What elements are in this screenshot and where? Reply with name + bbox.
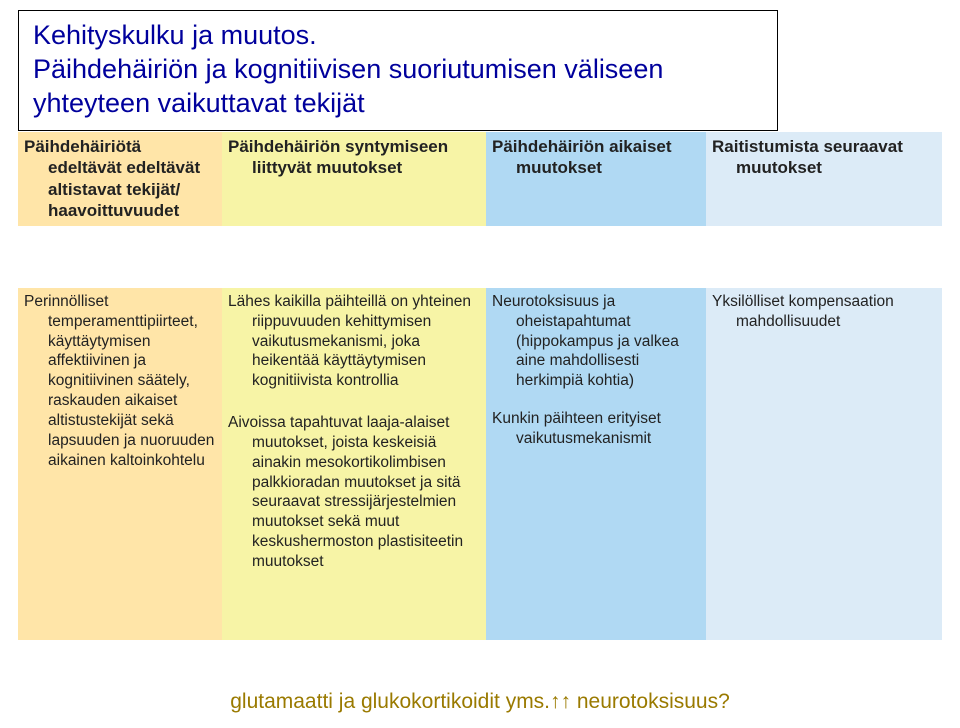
col2-header-cell: Päihdehäiriön syntymiseen liittyvät muut…	[222, 132, 486, 226]
col3-header-cell: Päihdehäiriön aikaiset muutokset	[486, 132, 706, 226]
title-box: Kehityskulku ja muutos. Päihdehäiriön ja…	[18, 10, 778, 131]
col4-header-text: Raitistumista seuraavat muutokset	[712, 136, 936, 179]
col2-body-p1: Lähes kaikilla päihteillä on yhteinen ri…	[228, 292, 480, 391]
col4-body-p1: Yksilölliset kompensaation mahdollisuude…	[712, 292, 936, 332]
body-row: Perinnölliset temperamenttipiirteet, käy…	[18, 288, 942, 640]
col2-body-p2: Aivoissa tapahtuvat laaja-alaiset muutok…	[228, 413, 480, 572]
col3-body-p1: Neurotoksisuus ja oheistapahtumat (hippo…	[492, 292, 700, 391]
col3-header-text: Päihdehäiriön aikaiset muutokset	[492, 136, 700, 179]
title-line-2: Päihdehäiriön ja kognitiivisen suoriutum…	[33, 53, 763, 121]
col3-body-p2: Kunkin päihteen erityiset vaikutusmekani…	[492, 409, 700, 449]
footer-note: glutamaatti ja glukokortikoidit yms.↑↑ n…	[0, 690, 960, 714]
col1-body-cell: Perinnölliset temperamenttipiirteet, käy…	[18, 288, 222, 640]
col2-body-cell: Lähes kaikilla päihteillä on yhteinen ri…	[222, 288, 486, 640]
col1-header-cell: Päihdehäiriötä edeltävät edeltävät altis…	[18, 132, 222, 226]
header-row: Päihdehäiriötä edeltävät edeltävät altis…	[18, 132, 942, 226]
col3-body-cell: Neurotoksisuus ja oheistapahtumat (hippo…	[486, 288, 706, 640]
col2-header-text: Päihdehäiriön syntymiseen liittyvät muut…	[228, 136, 480, 179]
col1-header-text: Päihdehäiriötä edeltävät edeltävät altis…	[24, 136, 216, 221]
col4-header-cell: Raitistumista seuraavat muutokset	[706, 132, 942, 226]
title-line-1: Kehityskulku ja muutos.	[33, 19, 763, 53]
col4-body-cell: Yksilölliset kompensaation mahdollisuude…	[706, 288, 942, 640]
col1-body-p1: Perinnölliset temperamenttipiirteet, käy…	[24, 292, 216, 470]
